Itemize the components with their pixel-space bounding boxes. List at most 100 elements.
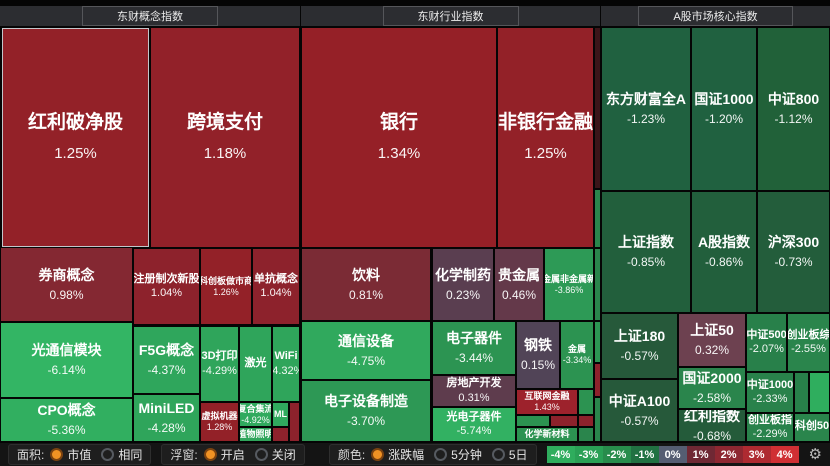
treemap-tile[interactable]: 银行 1.34% [302, 28, 496, 247]
treemap-tile[interactable]: 房地产开发 0.31% [433, 376, 515, 406]
treemap-tile[interactable]: 上证180 -0.57% [602, 314, 677, 378]
tile-label: 上证180 [613, 328, 666, 345]
tile-label: 金属 [567, 344, 586, 355]
treemap-tile[interactable] [595, 398, 600, 441]
tile-label: 化学新材料 [524, 429, 570, 440]
treemap-tile[interactable]: 电子设备制造 -3.70% [302, 381, 430, 441]
treemap-tile[interactable]: 科创50 [795, 414, 829, 441]
treemap-tile[interactable]: CPO概念 -5.36% [1, 399, 132, 441]
treemap-tile[interactable] [595, 249, 600, 320]
settings-gear-icon[interactable]: ⚙ [808, 446, 822, 463]
treemap-tile[interactable]: 上证50 0.32% [679, 314, 745, 366]
group-label-area: 面积: [17, 448, 45, 462]
legend-swatch--2%: -2% [602, 446, 631, 463]
treemap-tile[interactable]: ML [273, 403, 288, 426]
tile-value: -2.58% [692, 391, 732, 406]
radio-icon [434, 448, 448, 461]
treemap-tile[interactable]: 复合集流 -4.92% [240, 403, 271, 426]
tile-label: 光电子器件 [446, 410, 502, 423]
treemap-tile[interactable]: 电子器件 -3.44% [433, 322, 515, 374]
treemap-tile[interactable]: 注册制次新股 1.04% [134, 249, 199, 324]
treemap-tile[interactable]: A股指数 -0.86% [692, 192, 756, 312]
treemap-tile[interactable]: 沪深300 -0.73% [758, 192, 829, 312]
treemap-tile[interactable] [517, 416, 549, 426]
radio-option-float-window-on[interactable]: 开启 [203, 446, 245, 463]
treemap-tile[interactable]: 中证800 -1.12% [758, 28, 829, 190]
treemap-tile[interactable] [273, 428, 288, 441]
tile-value: 1.04% [260, 287, 292, 299]
section-title: 东财概念指数 [82, 6, 218, 26]
treemap-tile[interactable]: 科创板做市商 1.26% [201, 249, 251, 324]
treemap-tile[interactable]: 通信设备 -4.75% [302, 322, 430, 379]
tile-value: -0.85% [626, 255, 666, 270]
treemap-tile[interactable]: WiFi-4.32% [273, 327, 299, 401]
treemap-tile[interactable]: 红利破净股 1.25% [2, 28, 149, 247]
treemap-tile[interactable]: 虚拟机器 1.28% [201, 403, 238, 441]
treemap-tile[interactable]: 中证A100 -0.57% [602, 380, 677, 441]
radio-option-color-5min[interactable]: 5分钟 [434, 446, 482, 463]
tile-value: 0.46% [501, 287, 537, 302]
radio-label: 5日 [508, 448, 528, 462]
treemap-tile[interactable]: 光通信模块 -6.14% [1, 323, 132, 397]
treemap-tile[interactable]: 3D打印 -4.29% [201, 327, 238, 401]
treemap-tile[interactable]: 中证1000 -2.33% [747, 373, 793, 412]
color-mode-group: 颜色: 涨跌幅 5分钟 5日 [328, 444, 537, 465]
treemap-tile[interactable]: 植物照明 [240, 428, 271, 441]
treemap-tile[interactable]: 互联网金融 1.43% [517, 390, 577, 414]
treemap-tile[interactable]: MiniLED -4.28% [134, 395, 199, 441]
radio-icon [371, 448, 385, 461]
treemap-tile[interactable]: 创业板综 -2.55% [788, 314, 829, 371]
tile-value: 0.81% [348, 287, 384, 302]
legend-swatch-0%: 0% [658, 446, 687, 463]
treemap-tile[interactable]: 上证指数 -0.85% [602, 192, 690, 312]
treemap-tile[interactable]: 国证1000 -1.20% [692, 28, 756, 190]
treemap-tile[interactable] [795, 373, 808, 412]
treemap-tile[interactable]: 金属 -3.34% [561, 322, 593, 388]
treemap-tile[interactable]: 券商概念 0.98% [1, 248, 132, 321]
tile-label: 虚拟机器 [201, 411, 238, 422]
radio-option-area-market-cap[interactable]: 市值 [50, 446, 91, 463]
treemap-tile[interactable] [579, 416, 593, 426]
radio-option-color-change-pct[interactable]: 涨跌幅 [371, 446, 424, 463]
treemap-tile[interactable]: 化学制药 0.23% [433, 249, 493, 320]
radio-option-float-window-off[interactable]: 关闭 [254, 446, 296, 463]
treemap-tile[interactable]: 金属非金属新 -3.86% [545, 249, 593, 320]
treemap-tile[interactable]: 饮料 0.81% [302, 249, 430, 320]
tile-label: MiniLED [138, 400, 195, 417]
treemap-tile[interactable]: 激光 [240, 327, 271, 401]
treemap-tile[interactable] [579, 390, 593, 414]
treemap-tile[interactable]: 光电子器件 -5.74% [433, 408, 515, 441]
radio-option-color-5day[interactable]: 5日 [491, 446, 528, 463]
treemap-tile[interactable] [290, 403, 299, 441]
treemap-tile[interactable] [579, 428, 593, 441]
treemap-tile[interactable]: 跨境支付 1.18% [151, 28, 299, 247]
treemap-tile[interactable]: 非银行金融 1.25% [498, 28, 593, 247]
tile-label: 上证50 [690, 322, 734, 339]
treemap-tile[interactable] [595, 190, 600, 247]
tile-value: -4.32% [273, 364, 299, 377]
treemap-tile[interactable]: 东方财富全A -1.23% [602, 28, 690, 190]
radio-option-area-equal[interactable]: 相同 [101, 446, 142, 463]
treemap-tile[interactable] [595, 322, 600, 362]
tile-label: 中证1000 [747, 378, 793, 391]
treemap-tile[interactable]: 创业板指 -2.29% [747, 414, 793, 441]
treemap-tile[interactable]: 中证500 -2.07% [747, 314, 786, 371]
treemap-tile[interactable] [595, 364, 600, 396]
tile-label: 复合集流 [240, 403, 271, 414]
tile-label: ML [274, 409, 287, 420]
treemap-tile[interactable]: F5G概念 -4.37% [134, 327, 199, 393]
treemap-tile[interactable]: 国证2000 -2.58% [679, 368, 745, 408]
treemap-tile[interactable] [810, 373, 829, 412]
treemap-tile[interactable]: 红利指数 -0.68% [679, 410, 745, 441]
treemap-tile[interactable]: 贵金属 0.46% [495, 249, 543, 320]
tile-label: 科创板做市商 [201, 275, 251, 286]
treemap-tile[interactable]: 单抗概念 1.04% [253, 249, 299, 324]
treemap-tile[interactable] [551, 416, 577, 426]
treemap-tile[interactable] [595, 28, 600, 188]
tile-value: 1.25% [524, 144, 567, 162]
tile-value: -6.14% [47, 363, 86, 378]
tile-value: 0.31% [458, 391, 490, 404]
treemap-tile[interactable]: 钢铁 0.15% [517, 322, 559, 388]
treemap-tile[interactable]: 化学新材料 [517, 428, 577, 441]
